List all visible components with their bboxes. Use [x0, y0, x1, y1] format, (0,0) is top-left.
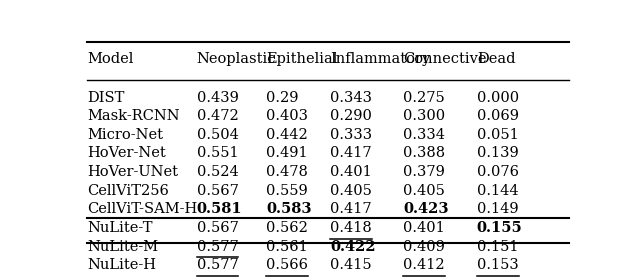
Text: 0.583: 0.583	[266, 202, 312, 216]
Text: 0.151: 0.151	[477, 240, 518, 254]
Text: 0.051: 0.051	[477, 128, 518, 142]
Text: 0.405: 0.405	[403, 184, 445, 198]
Text: 0.562: 0.562	[266, 221, 308, 235]
Text: CellViT-SAM-H: CellViT-SAM-H	[88, 202, 198, 216]
Text: HoVer-Net: HoVer-Net	[88, 147, 166, 160]
Text: 0.417: 0.417	[330, 202, 372, 216]
Text: 0.153: 0.153	[477, 258, 518, 272]
Text: DIST: DIST	[88, 91, 125, 105]
Text: 0.567: 0.567	[196, 184, 239, 198]
Text: 0.139: 0.139	[477, 147, 518, 160]
Text: 0.561: 0.561	[266, 240, 308, 254]
Text: 0.412: 0.412	[403, 258, 445, 272]
Text: 0.577: 0.577	[196, 240, 238, 254]
Text: NuLite-H: NuLite-H	[88, 258, 156, 272]
Text: 0.491: 0.491	[266, 147, 308, 160]
Text: 0.379: 0.379	[403, 165, 445, 179]
Text: 0.275: 0.275	[403, 91, 445, 105]
Text: 0.524: 0.524	[196, 165, 238, 179]
Text: Model: Model	[88, 52, 134, 66]
Text: 0.300: 0.300	[403, 109, 445, 123]
Text: 0.567: 0.567	[196, 221, 239, 235]
Text: Epithelial: Epithelial	[266, 52, 337, 66]
Text: NuLite-T: NuLite-T	[88, 221, 153, 235]
Text: 0.577: 0.577	[196, 258, 238, 272]
Text: 0.29: 0.29	[266, 91, 298, 105]
Text: Neoplastic: Neoplastic	[196, 52, 276, 66]
Text: 0.388: 0.388	[403, 147, 445, 160]
Text: 0.334: 0.334	[403, 128, 445, 142]
Text: 0.472: 0.472	[196, 109, 238, 123]
Text: 0.439: 0.439	[196, 91, 239, 105]
Text: Inflammatory: Inflammatory	[330, 52, 431, 66]
Text: 0.478: 0.478	[266, 165, 308, 179]
Text: 0.069: 0.069	[477, 109, 519, 123]
Text: 0.423: 0.423	[403, 202, 449, 216]
Text: 0.149: 0.149	[477, 202, 518, 216]
Text: 0.076: 0.076	[477, 165, 519, 179]
Text: Mask-RCNN: Mask-RCNN	[88, 109, 180, 123]
Text: 0.401: 0.401	[330, 165, 372, 179]
Text: 0.155: 0.155	[477, 221, 522, 235]
Text: 0.442: 0.442	[266, 128, 308, 142]
Text: 0.401: 0.401	[403, 221, 445, 235]
Text: 0.504: 0.504	[196, 128, 239, 142]
Text: 0.417: 0.417	[330, 147, 372, 160]
Text: Micro-Net: Micro-Net	[88, 128, 163, 142]
Text: 0.415: 0.415	[330, 258, 372, 272]
Text: 0.000: 0.000	[477, 91, 519, 105]
Text: 0.422: 0.422	[330, 240, 376, 254]
Text: CellViT256: CellViT256	[88, 184, 170, 198]
Text: NuLite-M: NuLite-M	[88, 240, 159, 254]
Text: 0.403: 0.403	[266, 109, 308, 123]
Text: 0.144: 0.144	[477, 184, 518, 198]
Text: 0.581: 0.581	[196, 202, 242, 216]
Text: 0.290: 0.290	[330, 109, 372, 123]
Text: 0.566: 0.566	[266, 258, 308, 272]
Text: 0.343: 0.343	[330, 91, 372, 105]
Text: 0.418: 0.418	[330, 221, 372, 235]
Text: 0.551: 0.551	[196, 147, 238, 160]
Text: Dead: Dead	[477, 52, 515, 66]
Text: 0.405: 0.405	[330, 184, 372, 198]
Text: Connective: Connective	[403, 52, 487, 66]
Text: 0.409: 0.409	[403, 240, 445, 254]
Text: HoVer-UNet: HoVer-UNet	[88, 165, 179, 179]
Text: 0.559: 0.559	[266, 184, 308, 198]
Text: 0.333: 0.333	[330, 128, 372, 142]
